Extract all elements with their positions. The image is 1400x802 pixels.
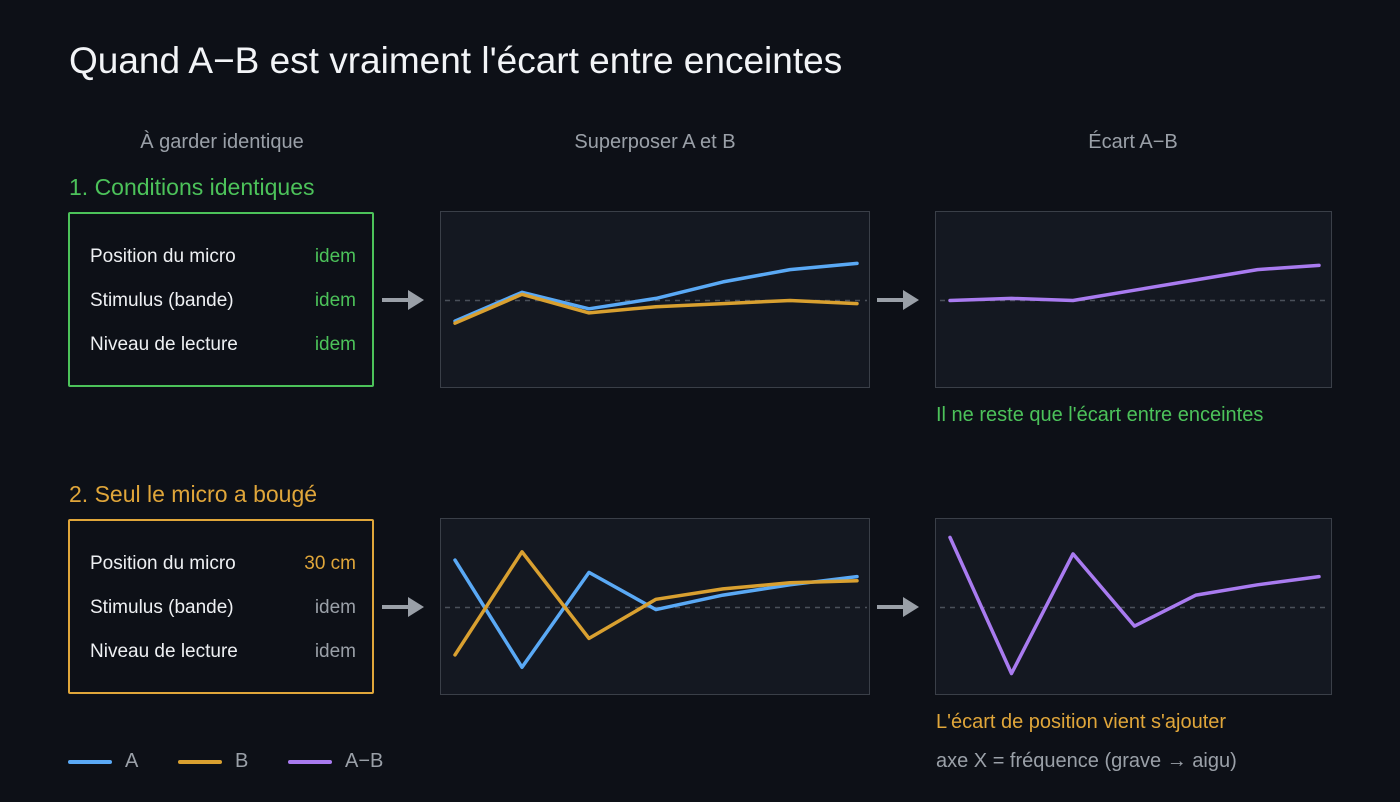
- series-line-a: [453, 558, 859, 670]
- condition-label: Niveau de lecture: [90, 334, 238, 355]
- scenario-2-conditions-box: Position du micro 30 cm Stimulus (bande)…: [68, 519, 374, 694]
- condition-value: idem: [314, 597, 356, 618]
- legend-item-b: B: [178, 750, 288, 774]
- condition-value: idem: [314, 334, 356, 355]
- scenario-1-conditions-box: Position du micro idem Stimulus (bande) …: [68, 212, 374, 387]
- condition-row-stimulus: Stimulus (bande) idem: [90, 290, 356, 314]
- legend-label: A: [125, 750, 139, 772]
- legend-swatch: [288, 760, 332, 764]
- scenario-1-difference-chart: [935, 211, 1332, 388]
- condition-row-playback-level: Niveau de lecture idem: [90, 641, 356, 665]
- scenario-2-caption: L'écart de position vient s'ajouter: [936, 711, 1227, 733]
- condition-value: idem: [314, 246, 356, 267]
- scenario-2-difference-chart: [935, 518, 1332, 695]
- scenario-1-caption: Il ne reste que l'écart entre enceintes: [936, 404, 1264, 426]
- legend-item-a-minus-b: A−B: [288, 750, 408, 774]
- legend-swatch: [68, 760, 112, 764]
- scenario-1-overlay-chart: [440, 211, 870, 388]
- condition-label: Position du micro: [90, 246, 236, 267]
- scenario-1-title: 1. Conditions identiques: [69, 174, 315, 200]
- arrow-right-icon: [877, 597, 919, 617]
- condition-label: Stimulus (bande): [90, 290, 234, 311]
- column-header-difference: Écart A−B: [1088, 131, 1178, 153]
- legend-item-a: A: [68, 750, 178, 774]
- condition-row-mic-position: Position du micro idem: [90, 246, 356, 270]
- difference-plot: [940, 535, 1329, 676]
- arrow-right-icon: [382, 290, 424, 310]
- condition-label: Position du micro: [90, 553, 236, 574]
- series-line-b: [453, 550, 859, 657]
- arrow-right-icon: [382, 597, 424, 617]
- condition-label: Niveau de lecture: [90, 641, 238, 662]
- series-line-b: [453, 292, 859, 325]
- condition-row-stimulus: Stimulus (bande) idem: [90, 597, 356, 621]
- series-line-a: [453, 261, 859, 323]
- condition-value: 30 cm: [304, 553, 356, 574]
- column-header-overlay: Superposer A et B: [574, 131, 736, 153]
- x-axis-footnote: axe X = fréquence (grave → aigu): [936, 750, 1237, 772]
- series-line-a-minus-b: [948, 535, 1321, 676]
- arrow-right-icon: [877, 290, 919, 310]
- legend-label: B: [235, 750, 249, 772]
- condition-label: Stimulus (bande): [90, 597, 234, 618]
- overlay-plot: [445, 261, 867, 325]
- scenario-2-overlay-chart: [440, 518, 870, 695]
- condition-value: idem: [314, 641, 356, 662]
- difference-plot: [940, 263, 1329, 303]
- column-header-conditions: À garder identique: [140, 131, 304, 153]
- condition-value: idem: [314, 290, 356, 311]
- condition-row-playback-level: Niveau de lecture idem: [90, 334, 356, 358]
- legend-swatch: [178, 760, 222, 764]
- series-line-a-minus-b: [948, 263, 1321, 303]
- page-title: Quand A−B est vraiment l'écart entre enc…: [69, 40, 843, 81]
- overlay-plot: [445, 550, 867, 670]
- scenario-2-title: 2. Seul le micro a bougé: [69, 481, 318, 507]
- condition-row-mic-position: Position du micro 30 cm: [90, 553, 356, 577]
- legend-label: A−B: [345, 750, 384, 772]
